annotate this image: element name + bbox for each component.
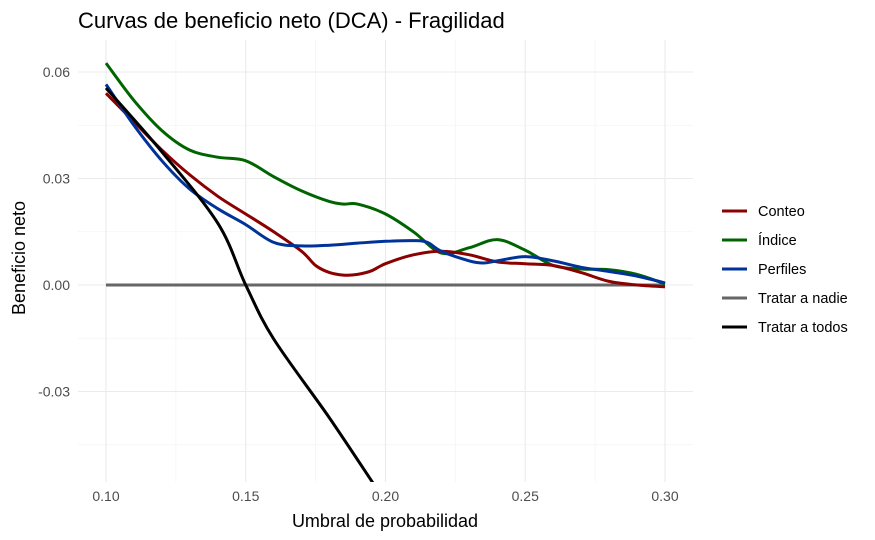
legend-label-perfiles: Perfiles [758, 262, 806, 278]
legend-label-conteo: Conteo [758, 204, 805, 220]
y-tick-label: 0.06 [43, 64, 70, 80]
chart-title: Curvas de beneficio neto (DCA) - Fragili… [78, 8, 505, 33]
legend-label-tratar-a-todos: Tratar a todos [758, 320, 848, 336]
plot-grid [78, 40, 693, 482]
y-axis-title: Beneficio neto [9, 201, 29, 315]
axis-ticks: 0.10 0.15 0.20 0.25 0.30 -0.03 0.00 0.03 0.06 [38, 64, 679, 504]
x-tick-label: 0.25 [512, 488, 539, 504]
y-tick-label: 0.03 [43, 171, 70, 187]
x-tick-label: 0.10 [92, 488, 119, 504]
x-tick-label: 0.20 [372, 488, 399, 504]
x-tick-label: 0.30 [651, 488, 678, 504]
series-line-tratar-a-todos [104, 87, 375, 482]
legend-label-indice: Índice [758, 232, 797, 249]
y-tick-label: 0.00 [43, 277, 70, 293]
legend-label-tratar-a-nadie: Tratar a nadie [758, 291, 848, 307]
chart-legend: Conteo Índice Perfiles Tratar a nadie Tratar… [722, 204, 848, 336]
series-lines [104, 62, 666, 482]
x-tick-label: 0.15 [232, 488, 259, 504]
series-line-conteo [104, 92, 666, 289]
y-tick-label: -0.03 [38, 384, 70, 400]
x-axis-title: Umbral de probabilidad [292, 511, 478, 531]
series-line-perfiles [104, 83, 666, 285]
